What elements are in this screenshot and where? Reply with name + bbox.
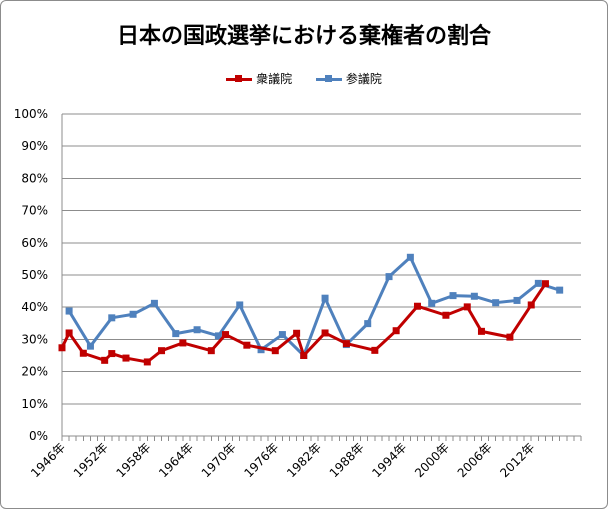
- data-point-shugiin: [108, 350, 116, 358]
- series-line-sangiin: [67, 255, 561, 357]
- data-point-shugiin: [321, 329, 329, 337]
- data-point-sangiin: [150, 299, 158, 307]
- data-point-sangiin: [108, 314, 116, 322]
- y-tick-label: 90%: [21, 139, 48, 153]
- data-point-sangiin: [406, 253, 414, 261]
- y-tick-label: 70%: [21, 204, 48, 218]
- x-tick-label: 1958年: [113, 440, 153, 480]
- data-point-shugiin: [527, 301, 535, 309]
- data-point-shugiin: [442, 311, 450, 319]
- data-point-shugiin: [179, 339, 187, 347]
- data-point-shugiin: [79, 349, 87, 357]
- legend-swatch-sangiin: [315, 74, 342, 84]
- data-point-sangiin: [385, 273, 393, 281]
- data-point-sangiin: [214, 332, 222, 340]
- data-point-sangiin: [193, 326, 201, 334]
- legend: 衆議院 参議院: [0, 70, 608, 87]
- legend-marker-shugiin: [235, 74, 243, 82]
- data-point-shugiin: [271, 347, 279, 355]
- data-point-shugiin: [300, 352, 308, 359]
- x-tick-label: 1970年: [199, 440, 239, 480]
- legend-label-sangiin: 参議院: [345, 72, 382, 86]
- y-tick-label: 10%: [21, 397, 48, 411]
- y-tick-label: 30%: [21, 332, 48, 346]
- data-point-sangiin: [556, 286, 564, 294]
- data-point-sangiin: [470, 292, 478, 300]
- data-point-sangiin: [449, 292, 457, 300]
- data-point-shugiin: [158, 347, 166, 355]
- legend-item-sangiin: 参議院: [315, 70, 382, 87]
- data-point-shugiin: [392, 327, 400, 335]
- data-point-shugiin: [506, 333, 514, 341]
- data-point-sangiin: [65, 307, 73, 315]
- x-tick-label: 1994年: [369, 440, 409, 480]
- data-point-shugiin: [413, 302, 421, 310]
- data-point-sangiin: [428, 299, 436, 307]
- legend-swatch-shugiin: [226, 74, 253, 84]
- data-point-shugiin: [293, 329, 301, 337]
- y-tick-label: 80%: [21, 171, 48, 185]
- data-point-shugiin: [371, 346, 379, 354]
- x-tick-label: 2012年: [497, 440, 537, 480]
- x-tick-label: 1988年: [327, 440, 367, 480]
- data-point-sangiin: [321, 294, 329, 302]
- x-tick-label: 2006年: [455, 440, 495, 480]
- data-point-sangiin: [364, 320, 372, 328]
- data-point-shugiin: [65, 329, 73, 337]
- data-point-shugiin: [541, 280, 549, 288]
- y-tick-label: 50%: [21, 268, 48, 282]
- data-point-shugiin: [243, 341, 251, 349]
- y-tick-label: 60%: [21, 236, 48, 250]
- x-tick-label: 1952年: [71, 440, 111, 480]
- data-point-shugiin: [477, 327, 485, 335]
- data-point-shugiin: [342, 340, 350, 348]
- y-tick-label: 0%: [29, 429, 48, 443]
- x-tick-label: 1982年: [284, 440, 324, 480]
- data-point-shugiin: [463, 303, 471, 311]
- data-point-sangiin: [513, 296, 521, 304]
- x-tick-label: 1964年: [156, 440, 196, 480]
- data-point-sangiin: [278, 331, 286, 339]
- data-point-sangiin: [172, 330, 180, 338]
- y-tick-label: 40%: [21, 300, 48, 314]
- x-tick-label: 1976年: [241, 440, 281, 480]
- y-tick-label: 100%: [14, 107, 48, 121]
- data-point-sangiin: [257, 346, 265, 354]
- y-tick-label: 20%: [21, 365, 48, 379]
- data-point-sangiin: [534, 279, 542, 287]
- data-point-sangiin: [236, 301, 244, 309]
- data-point-sangiin: [492, 299, 500, 307]
- data-point-shugiin: [101, 356, 109, 364]
- data-point-shugiin: [122, 354, 130, 362]
- legend-label-shugiin: 衆議院: [256, 72, 293, 86]
- legend-item-shugiin: 衆議院: [226, 70, 292, 87]
- data-point-sangiin: [86, 342, 94, 350]
- data-point-shugiin: [58, 344, 66, 352]
- data-point-sangiin: [129, 310, 137, 318]
- chart-title: 日本の国政選挙における棄権者の割合: [116, 24, 491, 49]
- data-point-shugiin: [207, 347, 215, 355]
- data-point-shugiin: [143, 358, 151, 366]
- x-tick-label: 2000年: [412, 440, 452, 480]
- legend-marker-sangiin: [324, 74, 332, 82]
- x-tick-label: 1946年: [28, 440, 68, 480]
- data-point-shugiin: [222, 331, 230, 339]
